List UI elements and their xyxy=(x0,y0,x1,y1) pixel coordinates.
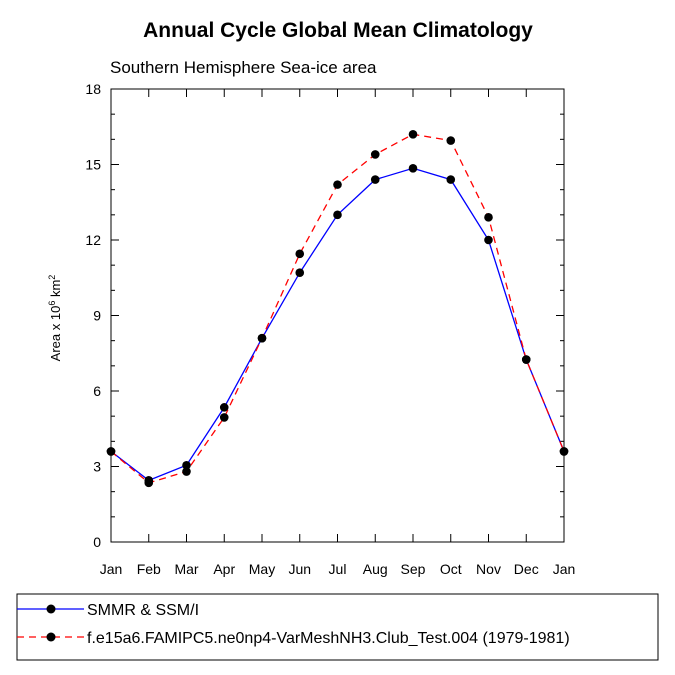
legend-marker-2 xyxy=(46,632,56,642)
x-tick-label: Sep xyxy=(401,561,426,577)
series-1-point xyxy=(219,403,229,412)
legend-label-2: f.e15a6.FAMIPC5.ne0np4-VarMeshNH3.Club_T… xyxy=(87,630,570,647)
y-tick-label: 0 xyxy=(93,534,101,550)
series-2-point xyxy=(484,213,493,222)
plot-frame xyxy=(110,88,565,543)
series-1-point xyxy=(333,210,342,220)
series-2-point xyxy=(144,478,154,488)
legend-marker-1 xyxy=(46,604,56,614)
x-tick-label: Jan xyxy=(553,561,576,577)
legend: SMMR & SSM/I f.e15a6.FAMIPC5.ne0np4-VarM… xyxy=(16,593,659,661)
y-axis: 0 3 6 9 12 15 18 xyxy=(85,81,564,550)
series-2-point xyxy=(559,447,569,456)
y-tick-label: 9 xyxy=(93,308,101,324)
x-tick-label: Jul xyxy=(329,561,347,577)
series-2-point xyxy=(182,467,191,476)
y-axis-label: Area x 106 km2 xyxy=(47,275,63,362)
series-2-point xyxy=(446,136,456,145)
y-axis-label-exponent: 6 xyxy=(47,301,57,306)
series-1-point xyxy=(295,268,305,278)
x-tick-label: Jun xyxy=(288,561,311,577)
y-tick-label: 3 xyxy=(93,459,101,475)
y-tick-label: 6 xyxy=(93,383,101,399)
legend-entry-2: f.e15a6.FAMIPC5.ne0np4-VarMeshNH3.Club_T… xyxy=(17,630,570,647)
series-layer xyxy=(106,130,569,488)
y-tick-label: 18 xyxy=(85,81,101,97)
plot-area: 0 3 6 9 12 15 18 Jan Feb Mar Apr May Jun Jul Aug Sep Oc… xyxy=(85,81,575,577)
series-1-point xyxy=(408,163,418,173)
series-2-point xyxy=(333,180,342,189)
y-axis-label-unit: km xyxy=(48,280,63,301)
series-2-point xyxy=(219,413,229,422)
x-tick-label: Mar xyxy=(174,561,198,577)
series-2-point xyxy=(521,355,531,364)
series-2-point xyxy=(106,447,116,456)
y-tick-label: 15 xyxy=(85,157,101,173)
y-tick-label: 12 xyxy=(85,232,101,248)
series-1-point xyxy=(182,460,191,470)
series-1-point xyxy=(370,175,380,184)
legend-label-1: SMMR & SSM/I xyxy=(87,602,199,619)
y-axis-label-unit-exponent: 2 xyxy=(47,275,57,280)
x-axis: Jan Feb Mar Apr May Jun Jul Aug Sep Oct Nov Dec Jan xyxy=(100,89,576,577)
legend-entry-1: SMMR & SSM/I xyxy=(17,602,199,619)
x-tick-label: Nov xyxy=(476,561,501,577)
x-tick-label: Aug xyxy=(363,561,388,577)
series-2-point xyxy=(408,130,418,139)
x-tick-label: May xyxy=(249,561,275,577)
x-tick-label: Apr xyxy=(213,561,235,577)
series-2-point xyxy=(257,333,267,343)
series-2-point xyxy=(295,249,305,259)
x-tick-label: Jan xyxy=(100,561,123,577)
x-tick-label: Dec xyxy=(514,561,539,577)
x-tick-label: Oct xyxy=(440,561,462,577)
series-2-point xyxy=(370,150,380,159)
y-axis-label-prefix: Area x 10 xyxy=(48,306,63,362)
chart-subtitle: Southern Hemisphere Sea-ice area xyxy=(110,58,377,77)
legend-box xyxy=(16,593,659,661)
series-1-point xyxy=(484,235,493,245)
series-1-point xyxy=(446,175,456,184)
x-tick-label: Feb xyxy=(137,561,161,577)
chart-title: Annual Cycle Global Mean Climatology xyxy=(143,19,533,42)
